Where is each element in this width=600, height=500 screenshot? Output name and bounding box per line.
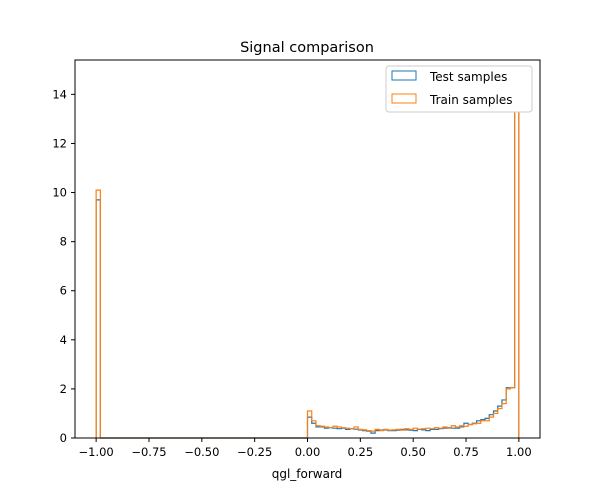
x-tick-label: 0.00: [295, 445, 321, 459]
legend-swatch-test-samples: [391, 70, 417, 81]
legend-label-train-samples: Train samples: [429, 93, 513, 107]
y-tick-label: 0: [60, 431, 67, 445]
y-tick-label: 14: [52, 87, 67, 101]
legend-frame: [385, 65, 533, 113]
y-tick-label: 4: [60, 333, 67, 347]
x-tick-label: −0.25: [237, 445, 272, 459]
x-axis-label: qgl_forward: [272, 467, 343, 481]
y-tick-label: 8: [60, 235, 67, 249]
x-tick-label: 1.00: [506, 445, 532, 459]
y-tick-label: 12: [52, 136, 67, 150]
x-tick-label: −0.75: [131, 445, 166, 459]
x-tick-label: 0.75: [453, 445, 479, 459]
x-tick-label: −1.00: [79, 445, 114, 459]
x-tick-label: 0.50: [400, 445, 426, 459]
y-tick-label: 2: [60, 382, 67, 396]
axes-layer: −1.00 −0.75 −0.50 −0.25 0.00 0.25 0.50 0.75 1.00…: [52, 59, 541, 459]
legend-swatch-train-samples: [391, 93, 417, 104]
legend-label-test-samples: Test samples: [429, 70, 507, 84]
chart-title: Signal comparison: [240, 40, 374, 56]
x-tick-label: −0.50: [184, 445, 219, 459]
y-tick-label: 6: [60, 284, 67, 298]
y-tick-label: 10: [52, 186, 67, 200]
x-tick-label: 0.25: [348, 445, 374, 459]
legend: Test samples Train samples: [385, 65, 533, 113]
